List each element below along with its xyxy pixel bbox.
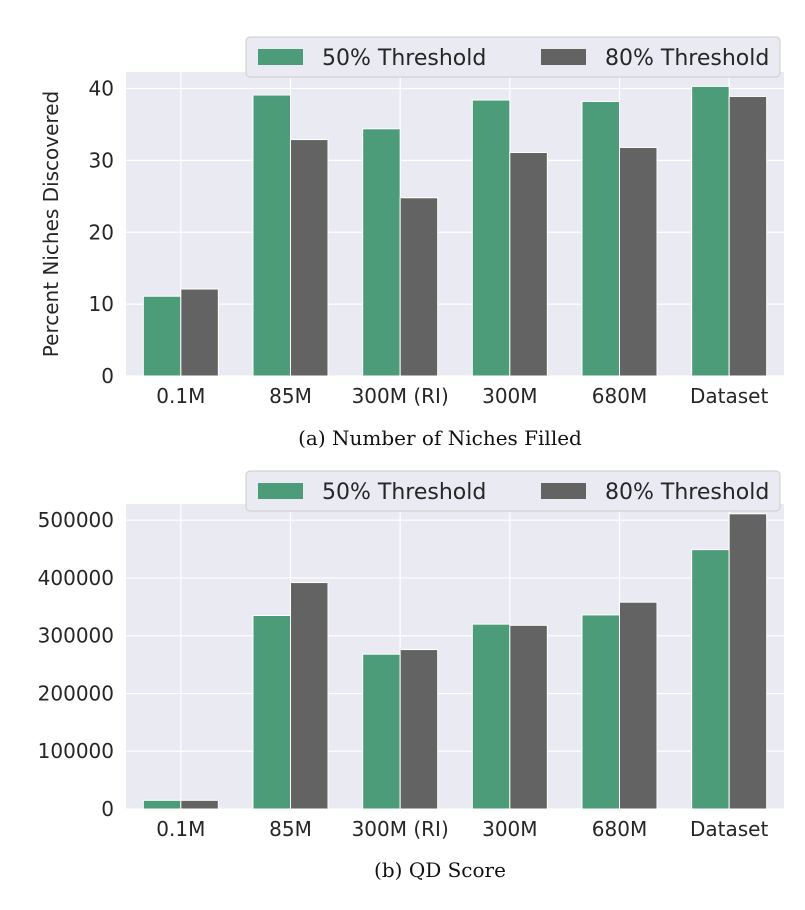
bar-50-300m-ri xyxy=(362,653,401,810)
y-tick-label: 400000 xyxy=(38,566,114,590)
legend-label-50: 50% Threshold xyxy=(322,480,486,505)
bar-50-300m xyxy=(471,623,511,810)
x-tick-label: 85M xyxy=(269,384,312,408)
bar-80-300m xyxy=(509,624,548,810)
y-tick-label: 40 xyxy=(89,77,114,101)
x-tick-label: 85M xyxy=(269,817,312,841)
bar-50-680m xyxy=(581,614,620,810)
bar-80-0-1m xyxy=(180,799,219,810)
bar-50-300m-ri xyxy=(362,128,401,377)
bar-50-85m xyxy=(252,94,291,377)
legend-label-50: 50% Threshold xyxy=(322,46,486,71)
bar-80-300m-ri xyxy=(399,197,439,377)
bar-80-dataset xyxy=(728,95,768,377)
x-tick-label: 300M (RI) xyxy=(352,817,449,841)
bar-50-dataset xyxy=(691,549,730,810)
bar-50-85m xyxy=(252,614,291,810)
bar-80-300m-ri xyxy=(399,649,439,810)
figure-caption: (b) QD Score xyxy=(374,858,506,882)
y-tick-label: 0 xyxy=(101,364,114,388)
legend-label-80: 80% Threshold xyxy=(605,46,769,71)
y-tick-label: 300000 xyxy=(38,624,114,648)
x-tick-label: Dataset xyxy=(690,384,768,408)
x-tick-label: 680M xyxy=(592,384,647,408)
y-tick-label: 0 xyxy=(101,797,114,821)
bar-80-85m xyxy=(290,582,329,810)
bar-50-0-1m xyxy=(142,295,182,377)
bar-80-680m xyxy=(619,146,658,377)
chart-panel-2: 0 100000 200000 300000 400000 500000 0.1M 85M 30… xyxy=(38,470,784,882)
x-tick-label: 300M xyxy=(482,817,537,841)
y-tick-label: 200000 xyxy=(38,681,114,705)
legend: 50% Threshold 80% Threshold xyxy=(245,36,781,78)
bar-50-680m xyxy=(581,100,620,377)
legend-swatch-50 xyxy=(258,483,303,499)
x-tick-label: 0.1M xyxy=(156,817,205,841)
y-tick-label: 500000 xyxy=(38,508,114,532)
x-tick-label: 300M xyxy=(482,384,537,408)
y-tick-label: 20 xyxy=(89,220,114,244)
legend-box xyxy=(245,36,781,78)
y-tick-label: 100000 xyxy=(38,739,114,763)
x-tick-label: Dataset xyxy=(690,817,768,841)
bar-80-300m xyxy=(509,151,548,377)
chart-panel-1: 0 10 20 30 40 0.1M 85M 300M (RI) 300M 680M Dataset… xyxy=(39,36,784,450)
y-axis-label: Percent Niches Discovered xyxy=(39,91,63,357)
bar-80-0-1m xyxy=(180,288,219,377)
x-tick-label: 680M xyxy=(592,817,647,841)
x-tick-label: 300M (RI) xyxy=(352,384,449,408)
y-tick-label: 30 xyxy=(89,148,114,172)
legend-swatch-50 xyxy=(258,49,303,65)
legend-label-80: 80% Threshold xyxy=(605,480,769,505)
legend-swatch-80 xyxy=(541,49,586,65)
bar-50-dataset xyxy=(691,85,730,377)
legend-swatch-80 xyxy=(541,483,586,499)
bar-50-300m xyxy=(471,99,511,377)
plot-area xyxy=(126,504,784,809)
x-tick-label: 0.1M xyxy=(156,384,205,408)
bar-80-85m xyxy=(290,139,329,377)
legend: 50% Threshold 80% Threshold xyxy=(245,470,781,512)
bar-50-0-1m xyxy=(142,799,182,810)
plot-area xyxy=(126,72,784,376)
y-tick-label: 10 xyxy=(89,292,114,316)
figure-caption: (a) Number of Niches Filled xyxy=(298,426,582,450)
bar-80-680m xyxy=(619,601,658,810)
legend-box xyxy=(245,470,781,512)
bar-80-dataset xyxy=(728,513,768,810)
